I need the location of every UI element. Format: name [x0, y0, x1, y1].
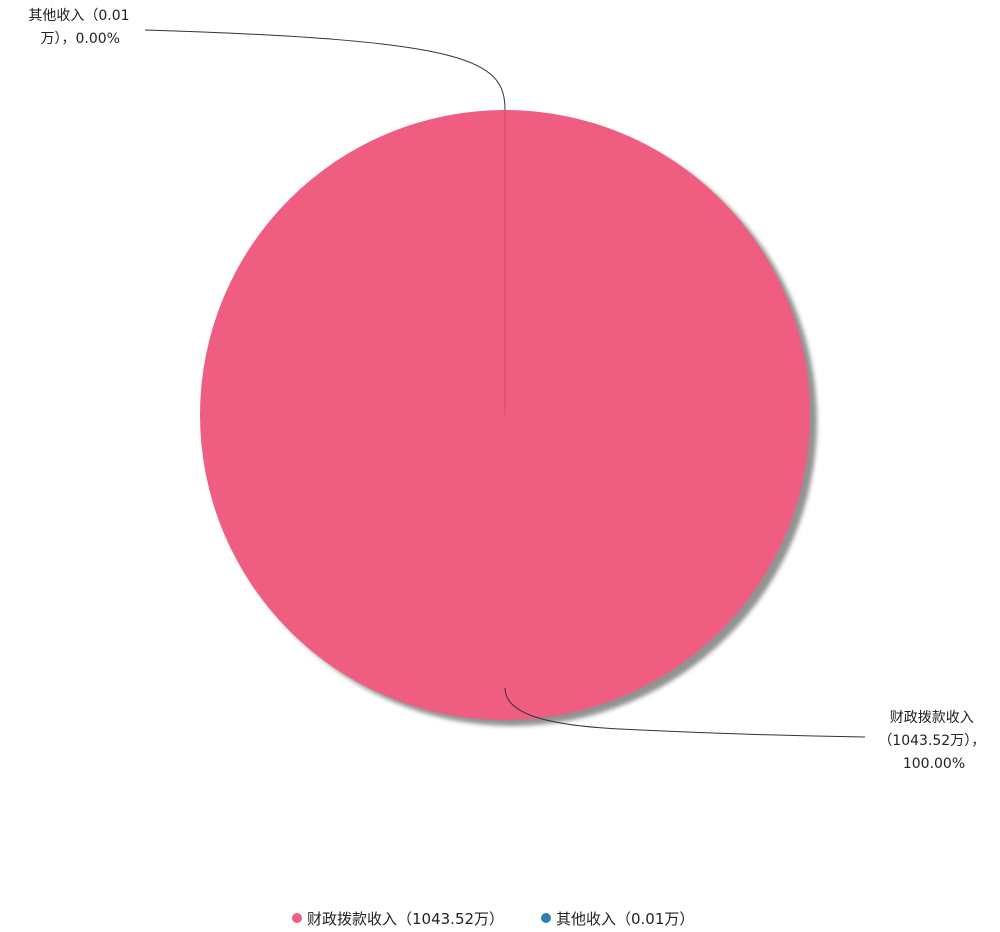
legend: 财政拨款收入（1043.52万） 其他收入（0.01万）	[292, 910, 694, 928]
leader-line-other-income	[144, 29, 506, 111]
data-label-fiscal-income-line-3: 100.00%	[903, 756, 965, 772]
legend-label-other-income: 其他收入（0.01万）	[556, 910, 694, 928]
data-label-fiscal-income-line-2: （1043.52万），	[878, 733, 985, 749]
legend-marker-fiscal-income	[292, 913, 302, 923]
data-label-other-income: 其他收入（0.01 万），0.00%	[28, 8, 134, 47]
data-label-fiscal-income: 财政拨款收入 （1043.52万）， 100.00%	[878, 710, 989, 772]
data-label-fiscal-income-line-1: 财政拨款收入	[890, 710, 974, 726]
legend-marker-other-income	[541, 913, 551, 923]
data-label-other-income-line-2: 万），0.00%	[41, 31, 120, 47]
legend-item-fiscal-income[interactable]: 财政拨款收入（1043.52万）	[292, 910, 504, 928]
leader-line-fiscal-income	[504, 687, 866, 738]
legend-label-fiscal-income: 财政拨款收入（1043.52万）	[307, 910, 504, 928]
data-label-other-income-line-1: 其他收入（0.01	[28, 8, 129, 24]
legend-item-other-income[interactable]: 其他收入（0.01万）	[541, 910, 694, 928]
